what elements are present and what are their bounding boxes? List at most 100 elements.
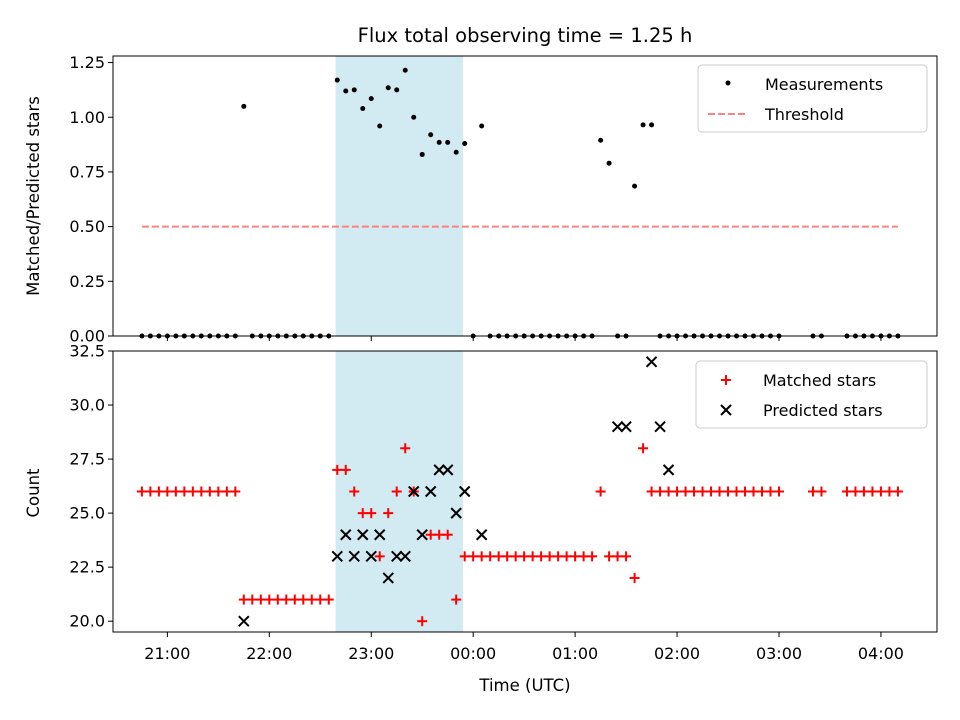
y-tick-label: 20.0 <box>69 612 105 631</box>
matched-star-marker <box>357 508 368 519</box>
matched-star-marker <box>757 486 768 497</box>
matched-star-marker <box>875 486 886 497</box>
measurement-point <box>436 139 442 145</box>
measurement-point <box>649 122 655 128</box>
matched-star-marker <box>349 486 360 497</box>
legend-matched-label: Matched stars <box>763 371 876 390</box>
matched-star-marker <box>536 551 547 562</box>
matched-star-marker <box>697 486 708 497</box>
y-tick-label: 22.5 <box>69 558 105 577</box>
y-tick-label: 32.5 <box>69 342 105 361</box>
matched-star-marker <box>383 508 394 519</box>
x-tick-label: 03:00 <box>756 644 802 663</box>
matched-star-marker <box>264 594 275 605</box>
matched-star-marker <box>867 486 878 497</box>
measurement-point <box>445 139 451 145</box>
y-tick-label: 0.00 <box>69 327 105 346</box>
measurement-point <box>632 183 638 189</box>
measurement-point <box>462 141 468 146</box>
matched-star-marker <box>561 551 572 562</box>
matched-star-marker <box>323 594 334 605</box>
matched-star-marker <box>187 486 198 497</box>
matched-star-marker <box>638 443 649 454</box>
matched-star-marker <box>672 486 683 497</box>
legend-matched-marker <box>721 375 731 385</box>
measurement-point <box>402 67 408 73</box>
legend-predicted-marker <box>720 404 732 416</box>
predicted-star-marker <box>399 550 411 563</box>
matched-star-marker <box>493 551 504 562</box>
ratio-panel-frame <box>112 55 938 337</box>
matched-star-marker <box>340 464 351 475</box>
matched-star-marker <box>442 529 453 540</box>
measurement-point <box>419 151 425 157</box>
matched-star-marker <box>298 594 309 605</box>
matched-star-marker <box>621 551 632 562</box>
matched-star-marker <box>476 551 487 562</box>
predicted-star-marker <box>425 485 437 498</box>
ratio-y-ticks: 0.00 0.25 0.50 0.75 1.00 1.25 <box>69 53 113 346</box>
predicted-star-marker <box>620 420 632 433</box>
count-y-ticks: 20.0 22.5 25.0 27.5 30.0 32.5 <box>69 342 113 631</box>
ratio-y-axis-label: Matched/Predicted stars <box>24 96 43 296</box>
x-tick-label: 21:00 <box>144 644 190 663</box>
matched-star-marker <box>230 486 241 497</box>
x-tick-label: 01:00 <box>552 644 598 663</box>
matched-star-marker <box>400 443 411 454</box>
measurement-point <box>411 114 417 120</box>
legend-threshold-label: Threshold <box>764 105 844 124</box>
x-tick-label: 22:00 <box>246 644 292 663</box>
predicted-star-marker <box>611 420 624 433</box>
matched-star-marker <box>374 551 385 562</box>
measurement-point <box>428 132 434 138</box>
legend-measurements-marker <box>725 80 731 86</box>
matched-star-marker <box>807 486 818 497</box>
matched-star-marker <box>485 551 496 562</box>
predicted-star-marker <box>645 356 658 368</box>
ratio-panel: 0.00 0.25 0.50 0.75 1.00 1.25 Flux total obse… <box>24 24 938 346</box>
y-tick-label: 0.75 <box>69 162 105 181</box>
matched-star-marker <box>247 594 258 605</box>
measurement-point <box>606 160 612 166</box>
measurement-point <box>453 149 459 155</box>
matched-star-marker <box>332 464 343 475</box>
matched-star-marker <box>196 486 207 497</box>
measurement-point <box>351 87 357 93</box>
matched-star-marker <box>646 486 657 497</box>
predicted-star-marker <box>331 550 343 563</box>
count-series <box>136 356 903 627</box>
matched-star-marker <box>587 551 598 562</box>
matched-star-marker <box>204 486 215 497</box>
measurement-point <box>479 123 485 129</box>
matched-star-marker <box>544 551 555 562</box>
predicted-star-marker <box>238 615 250 627</box>
matched-star-marker <box>570 551 581 562</box>
y-tick-label: 1.00 <box>69 108 105 127</box>
matched-star-marker <box>850 486 861 497</box>
measurement-point <box>343 88 349 94</box>
predicted-star-marker <box>662 464 675 476</box>
matched-star-marker <box>748 486 759 497</box>
predicted-star-marker <box>475 529 488 541</box>
matched-star-marker <box>731 486 742 497</box>
matched-star-marker <box>655 486 666 497</box>
matched-star-marker <box>527 551 538 562</box>
predicted-star-marker <box>458 485 471 498</box>
predicted-star-marker <box>382 572 394 584</box>
matched-star-marker <box>706 486 717 497</box>
measurement-point <box>640 122 646 128</box>
matched-star-marker <box>663 486 674 497</box>
measurement-point <box>598 137 604 143</box>
x-axis-label: Time (UTC) <box>478 676 570 695</box>
predicted-star-marker <box>654 420 666 433</box>
predicted-star-marker <box>340 529 352 541</box>
matched-star-marker <box>221 486 232 497</box>
matched-star-marker <box>366 508 377 519</box>
matched-star-marker <box>136 486 147 497</box>
count-panel: 20.0 22.5 25.0 27.5 30.0 32.5 21:00 22:00 23:00… <box>24 342 938 695</box>
count-panel-frame <box>112 350 938 633</box>
measurement-point <box>241 103 247 109</box>
x-tick-label: 04:00 <box>858 644 904 663</box>
matched-star-marker <box>391 486 402 497</box>
